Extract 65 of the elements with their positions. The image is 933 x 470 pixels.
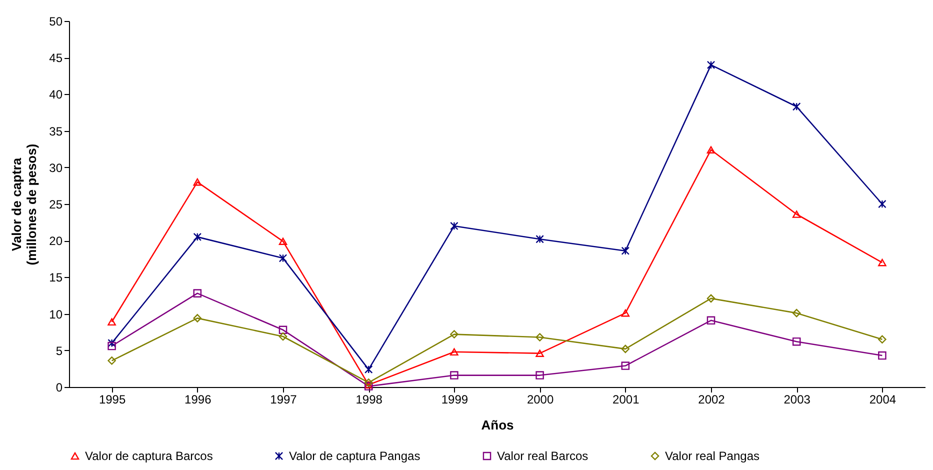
point xyxy=(878,258,886,266)
x-tick-label: 1998 xyxy=(356,392,383,406)
x-tick-label: 2003 xyxy=(784,392,811,406)
point xyxy=(792,210,801,218)
x-tick-label: 2000 xyxy=(526,392,554,406)
point xyxy=(193,232,202,242)
point xyxy=(364,365,373,374)
point xyxy=(792,308,801,318)
point xyxy=(108,356,116,365)
x-tick-label: 1999 xyxy=(441,392,468,406)
y-tick-label: 50 xyxy=(49,14,63,28)
legend-label: Valor real Pangas xyxy=(665,449,760,463)
point xyxy=(278,254,288,262)
y-tick-label: 5 xyxy=(56,344,63,358)
point xyxy=(878,351,886,360)
point xyxy=(193,289,202,298)
point xyxy=(108,338,116,348)
point xyxy=(278,238,288,245)
y-tick-label: 10 xyxy=(49,307,63,322)
point xyxy=(536,371,544,380)
point xyxy=(278,326,288,334)
point xyxy=(450,330,458,338)
point xyxy=(621,362,630,370)
y-tick-label: 0 xyxy=(56,380,63,394)
point xyxy=(621,309,630,317)
point xyxy=(536,333,544,342)
x-tick-label: 2004 xyxy=(869,392,896,406)
legend-label: Valor de captura Barcos xyxy=(85,449,213,463)
y-tick-label: 45 xyxy=(49,51,63,66)
y-tick-label: 40 xyxy=(49,88,63,102)
y-tick-label: 30 xyxy=(49,160,63,175)
point xyxy=(878,335,886,344)
point xyxy=(108,318,116,326)
point xyxy=(193,314,202,322)
point xyxy=(706,146,716,154)
point xyxy=(706,294,716,303)
point xyxy=(450,371,458,380)
y-tick-label: 20 xyxy=(49,234,63,248)
point xyxy=(706,60,716,70)
legend-label: Valor real Barcos xyxy=(497,449,588,463)
point xyxy=(792,337,801,346)
point xyxy=(536,350,544,357)
x-tick-label: 2002 xyxy=(698,392,726,406)
x-tick-label: 1995 xyxy=(98,392,126,406)
point xyxy=(536,235,544,244)
x-tick-label: 1996 xyxy=(184,392,212,406)
x-tick-label: 1997 xyxy=(270,392,298,406)
legend-label: Valor de captura Pangas xyxy=(289,449,420,463)
point xyxy=(706,316,716,325)
y-tick-label: 35 xyxy=(49,124,63,138)
y-tick-label: 25 xyxy=(49,198,63,212)
point xyxy=(792,102,801,111)
point xyxy=(621,246,630,255)
point xyxy=(450,222,458,230)
x-axis-title: Años xyxy=(481,418,514,432)
point xyxy=(450,348,458,356)
point xyxy=(621,344,630,354)
x-tick-label: 2001 xyxy=(612,392,640,406)
point xyxy=(878,200,886,208)
y-axis-title: Valor de captra (millones de pesos) xyxy=(9,144,40,266)
y-tick-label: 15 xyxy=(49,270,63,285)
point xyxy=(193,178,202,186)
point xyxy=(278,332,288,341)
point xyxy=(364,378,373,387)
point xyxy=(108,342,116,350)
